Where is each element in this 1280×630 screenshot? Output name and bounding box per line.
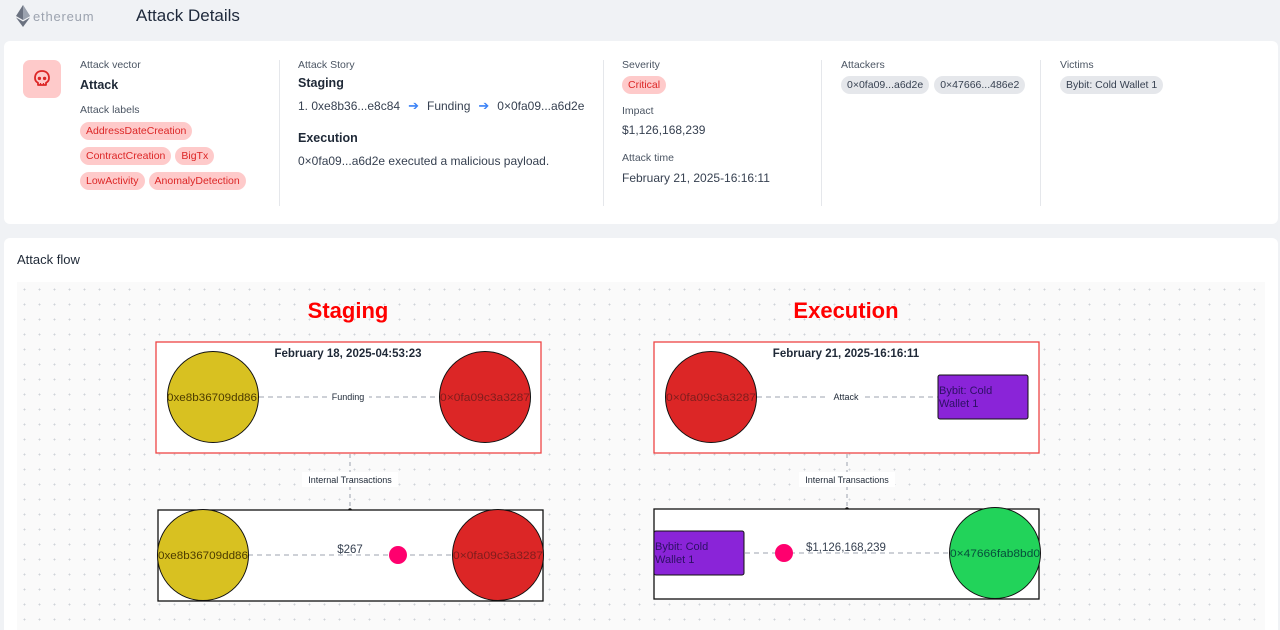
ethereum-icon xyxy=(16,5,30,27)
ethereum-logo[interactable]: ethereum xyxy=(16,5,94,27)
funding-edge-label-bg xyxy=(327,389,369,404)
victim-chip[interactable]: Bybit: Cold Wallet 1 xyxy=(1060,76,1164,94)
victims-column: Victims Bybit: Cold Wallet 1 xyxy=(1060,59,1164,94)
impact-label: Impact xyxy=(622,105,654,117)
staging-heading: Staging xyxy=(308,298,389,323)
attack-details-card: Attack vector Attack Attack labels Addre… xyxy=(4,41,1278,224)
attacker-address-chip[interactable]: 0×47666...486e2 xyxy=(934,76,1026,94)
column-divider xyxy=(821,60,822,206)
execution-attacker-node-label: 0×0fa09c3a3287 xyxy=(666,392,756,404)
arrow-right-icon: ➔ xyxy=(478,98,490,113)
staging-target-node-label: 0×0fa09c3a3287 xyxy=(440,392,530,404)
attack-edge-label-bg xyxy=(827,389,865,404)
story-staging-to[interactable]: 0×0fa09...a6d2e xyxy=(497,99,585,113)
execution-tx-source-node[interactable] xyxy=(653,530,745,576)
attack-vector-column: Attack vector Attack Attack labels Addre… xyxy=(80,59,260,196)
column-divider xyxy=(279,60,280,206)
execution-tx-target-node[interactable] xyxy=(949,507,1041,599)
severity-column: Severity Critical Impact $1,126,168,239 … xyxy=(622,59,770,185)
column-divider xyxy=(603,60,604,206)
execution-tx-source-line1: Bybit: Cold xyxy=(655,541,708,553)
execution-victim-node[interactable] xyxy=(937,374,1029,420)
attack-vector-badge xyxy=(23,60,61,98)
attack-story-column: Attack Story Staging 1. 0xe8b36...e8c84 … xyxy=(298,59,584,168)
staging-tx-amount: $267 xyxy=(337,544,363,556)
attack-label-chip: AddressDateCreation xyxy=(80,122,193,140)
execution-date: February 21, 2025-16:16:11 xyxy=(773,348,920,360)
staging-tx-target-label: 0×0fa09c3a3287 xyxy=(453,550,543,562)
funding-edge-label: Funding xyxy=(332,392,365,402)
staging-tx-marker[interactable] xyxy=(389,546,407,564)
logo-wordmark: ethereum xyxy=(33,8,95,24)
victims-label: Victims xyxy=(1060,59,1094,71)
execution-tx-amount: $1,126,168,239 xyxy=(806,542,886,554)
column-divider xyxy=(1040,60,1041,206)
attack-edge-label: Attack xyxy=(833,392,859,402)
staging-source-node[interactable] xyxy=(167,351,259,443)
execution-victim-label-line2: Wallet 1 xyxy=(939,398,978,410)
flow-diagram: Staging February 18, 2025-04:53:23 Fundi… xyxy=(155,298,1041,602)
top-bar: ethereum Attack Details xyxy=(0,0,1280,40)
severity-badge: Critical xyxy=(622,76,667,94)
impact-value: $1,126,168,239 xyxy=(622,123,706,137)
attack-vector-label: Attack vector xyxy=(80,59,141,71)
execution-heading: Execution xyxy=(793,298,898,323)
severity-label: Severity xyxy=(622,59,660,71)
staging-internal-label: Internal Transactions xyxy=(308,475,392,485)
story-execution-title: Execution xyxy=(298,131,358,145)
attack-story-label: Attack Story xyxy=(298,59,355,71)
staging-target-node[interactable] xyxy=(439,351,531,443)
staging-tx-source-label: 0xe8b36709dd86 xyxy=(158,550,248,562)
attackers-label: Attackers xyxy=(841,59,885,71)
attack-label-chip: BigTx xyxy=(175,147,215,165)
attack-vector-value: Attack xyxy=(80,78,119,92)
story-staging-from[interactable]: 1. 0xe8b36...e8c84 xyxy=(298,99,401,113)
attack-time-label: Attack time xyxy=(622,152,674,164)
attack-flow-title: Attack flow xyxy=(17,252,80,267)
attack-flow-card: Attack flow Staging February 18, 2025-04… xyxy=(4,238,1278,630)
staging-source-node-label: 0xe8b36709dd86 xyxy=(167,392,257,404)
story-staging-via: Funding xyxy=(427,99,471,113)
execution-internal-label: Internal Transactions xyxy=(805,475,889,485)
attack-labels-list: AddressDateCreation ContractCreation BigT… xyxy=(80,121,260,196)
page-title: Attack Details xyxy=(136,6,240,25)
execution-tx-source-line2: Wallet 1 xyxy=(655,554,694,566)
story-execution-text: 0×0fa09...a6d2e executed a malicious pay… xyxy=(298,154,550,168)
attack-labels-title: Attack labels xyxy=(80,104,140,116)
execution-tx-marker[interactable] xyxy=(775,544,793,562)
execution-victim-label-line1: Bybit: Cold xyxy=(939,385,992,397)
arrow-right-icon: ➔ xyxy=(408,98,419,113)
attack-label-chip: AnomalyDetection xyxy=(148,172,246,190)
staging-date: February 18, 2025-04:53:23 xyxy=(274,348,421,360)
attack-label-chip: LowActivity xyxy=(80,172,145,190)
staging-tx-source-node[interactable] xyxy=(157,509,249,601)
attack-time-value: February 21, 2025-16:16:11 xyxy=(622,171,770,185)
execution-tx-target-label: 0×47666fab8bd0 xyxy=(950,548,1040,560)
attackers-column: Attackers 0×0fa09...a6d2e 0×47666...486e2 xyxy=(841,59,1026,94)
attack-label-chip: ContractCreation xyxy=(80,147,172,165)
skull-icon xyxy=(34,70,50,86)
staging-tx-target-node[interactable] xyxy=(452,509,544,601)
story-staging-line: 1. 0xe8b36...e8c84 ➔ Funding ➔ 0×0fa09..… xyxy=(298,98,584,114)
story-staging-title: Staging xyxy=(298,76,344,90)
flow-canvas[interactable]: Staging February 18, 2025-04:53:23 Fundi… xyxy=(17,282,1265,630)
execution-internal-label-bg xyxy=(799,472,895,487)
attacker-address-chip[interactable]: 0×0fa09...a6d2e xyxy=(841,76,930,94)
execution-attacker-node[interactable] xyxy=(665,351,757,443)
staging-internal-label-bg xyxy=(302,472,398,487)
